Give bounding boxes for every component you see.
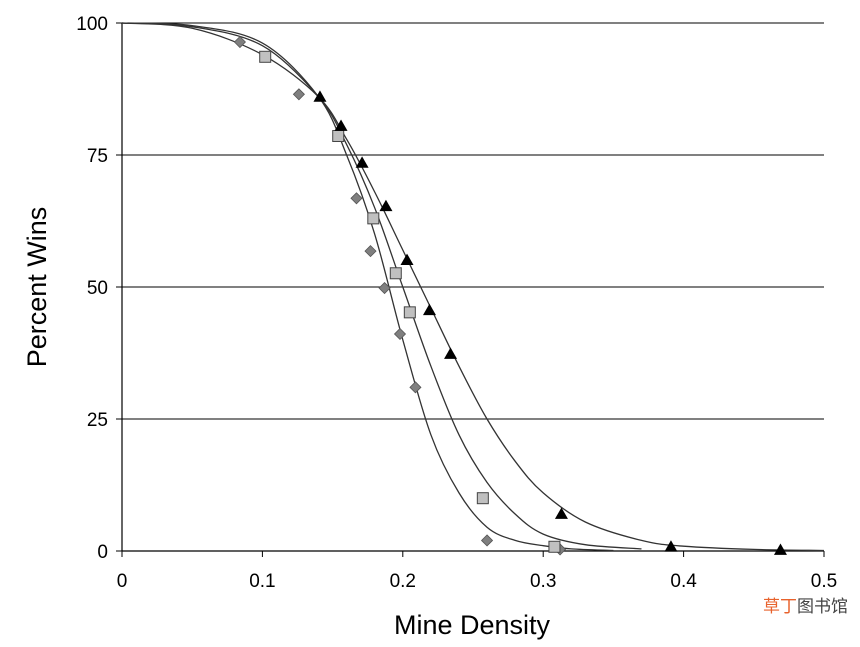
diamond-point <box>393 327 407 341</box>
triangle-point <box>444 347 458 359</box>
x-tick-label: 0.2 <box>390 571 416 592</box>
square-point <box>332 129 345 142</box>
y-tick-label: 75 <box>87 146 108 167</box>
x-tick-label: 0.5 <box>811 571 837 592</box>
diamond-point <box>364 245 377 258</box>
triangle-point <box>554 507 568 519</box>
watermark-part-b: 图书馆 <box>797 597 848 617</box>
x-tick-label: 0.3 <box>530 571 556 592</box>
y-axis-title: Percent Wins <box>22 207 52 368</box>
watermark-part-a: 草丁 <box>763 597 797 617</box>
triangle-point <box>313 90 327 102</box>
y-tick-labels: 0 25 50 75 100 <box>76 14 108 563</box>
triangle-point <box>422 303 436 316</box>
diamond-point <box>378 281 391 295</box>
x-tick-label: 0 <box>117 571 128 592</box>
diamond-point <box>292 88 305 101</box>
watermark-logo: 草丁图书馆 <box>763 592 848 617</box>
fit-curve-diamond <box>121 22 614 552</box>
square-point <box>403 306 416 319</box>
diamond-point <box>233 35 247 49</box>
data-markers <box>233 35 787 556</box>
square-point <box>476 492 489 505</box>
x-tick-label: 0.1 <box>249 571 275 592</box>
diamond-point <box>409 381 422 394</box>
triangle-point <box>355 156 369 168</box>
y-tick-label: 0 <box>97 542 108 563</box>
triangle-point <box>664 540 678 552</box>
square-point <box>548 540 561 553</box>
x-tick-labels: 0 0.1 0.2 0.3 0.4 0.5 <box>117 571 838 592</box>
triangle-point <box>334 119 348 131</box>
gridlines <box>122 22 824 552</box>
square-point <box>389 267 402 280</box>
triangle-point <box>400 253 414 265</box>
axes <box>116 22 825 557</box>
square-point <box>367 212 380 225</box>
y-tick-label: 25 <box>87 410 108 431</box>
diamond-point <box>350 192 363 205</box>
fit-curve-triangle <box>121 22 825 552</box>
y-tick-label: 50 <box>87 278 108 299</box>
x-axis-title: Mine Density <box>394 610 551 640</box>
triangle-point <box>379 199 393 212</box>
square-point <box>259 50 272 63</box>
y-tick-label: 100 <box>76 14 108 35</box>
x-tick-label: 0.4 <box>670 571 697 592</box>
diamond-point <box>480 534 494 547</box>
triangle-point <box>773 543 787 555</box>
